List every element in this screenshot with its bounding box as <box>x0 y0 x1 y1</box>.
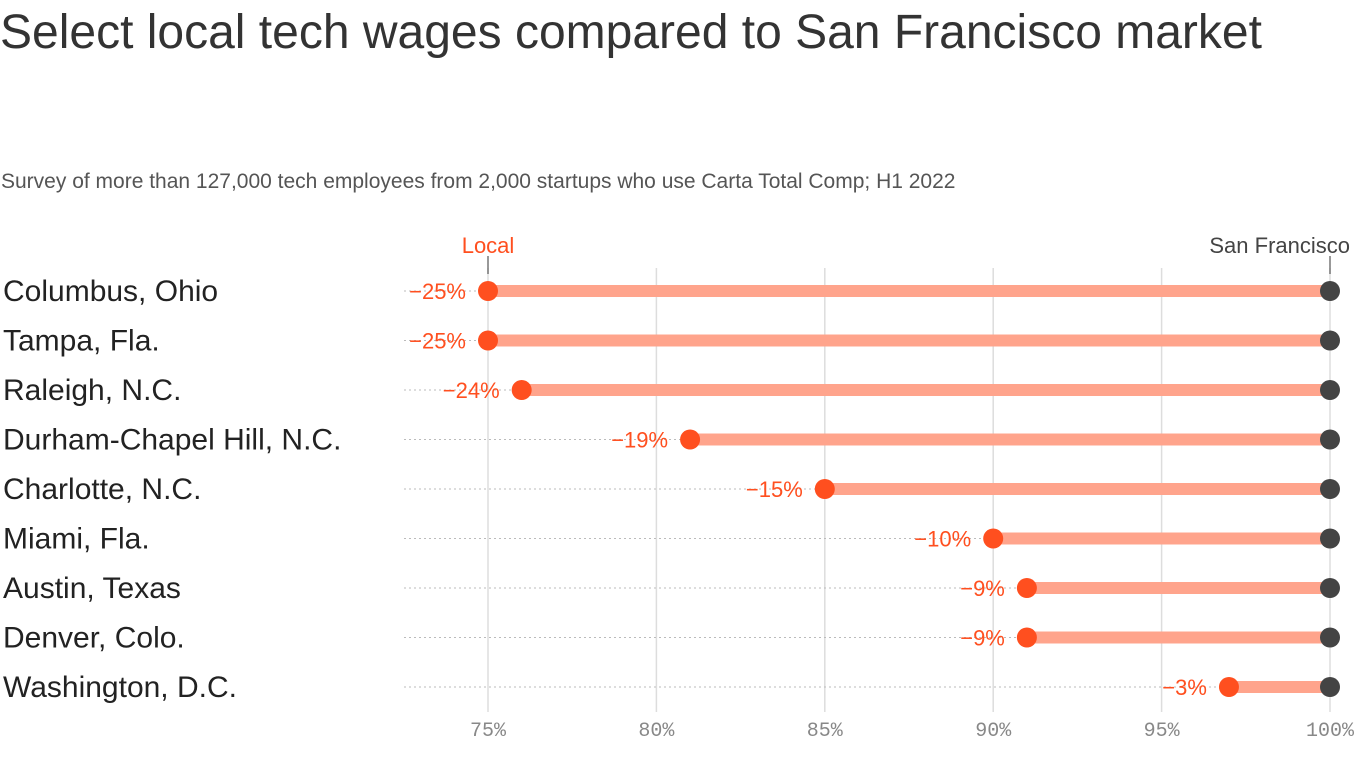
sf-dot <box>1320 281 1340 301</box>
category-label: Denver, Colo. <box>3 622 185 655</box>
sf-header: San Francisco <box>1209 233 1350 258</box>
category-label: Durham-Chapel Hill, N.C. <box>3 424 341 457</box>
local-dot <box>680 429 701 450</box>
sf-dot <box>1320 627 1340 648</box>
category-label: Charlotte, N.C. <box>3 473 201 506</box>
sf-dot <box>1320 380 1340 400</box>
local-dot <box>1218 677 1239 697</box>
data-label: −25% <box>409 279 466 304</box>
x-tick-label: 85% <box>807 720 844 743</box>
local-dot <box>814 479 835 499</box>
data-label: −10% <box>914 527 971 552</box>
sf-dot <box>1320 578 1340 598</box>
local-dot <box>983 528 1004 549</box>
data-label: −9% <box>960 576 1005 601</box>
category-label: Columbus, Ohio <box>3 275 218 308</box>
local-dot <box>511 380 532 400</box>
local-dot <box>1016 627 1037 648</box>
data-label: −25% <box>409 329 466 354</box>
x-tick-label: 75% <box>470 720 507 743</box>
local-dot <box>478 281 498 301</box>
x-tick-label: 100% <box>1306 720 1355 743</box>
category-label: Washington, D.C. <box>3 671 237 704</box>
x-tick-label: 80% <box>638 720 675 743</box>
category-label: Tampa, Fla. <box>3 325 160 358</box>
local-header: Local <box>462 233 515 258</box>
category-label: Miami, Fla. <box>3 523 150 556</box>
chart-subtitle: Survey of more than 127,000 tech employe… <box>1 170 956 193</box>
chart-title: Select local tech wages compared to San … <box>0 6 1262 59</box>
data-label: −9% <box>960 626 1005 651</box>
sf-dot <box>1320 528 1340 549</box>
data-label: −15% <box>746 477 803 502</box>
category-label: Raleigh, N.C. <box>3 374 181 407</box>
data-label: −3% <box>1162 675 1207 700</box>
sf-dot <box>1320 429 1340 450</box>
data-label: −24% <box>443 378 500 403</box>
category-label: Austin, Texas <box>3 572 181 605</box>
sf-dot <box>1320 330 1340 351</box>
local-dot <box>1016 578 1037 598</box>
sf-dot <box>1320 479 1340 499</box>
data-label: −19% <box>611 428 668 453</box>
sf-dot <box>1320 677 1340 697</box>
local-dot <box>478 330 498 351</box>
x-tick-label: 90% <box>975 720 1012 743</box>
x-tick-label: 95% <box>1144 720 1181 743</box>
